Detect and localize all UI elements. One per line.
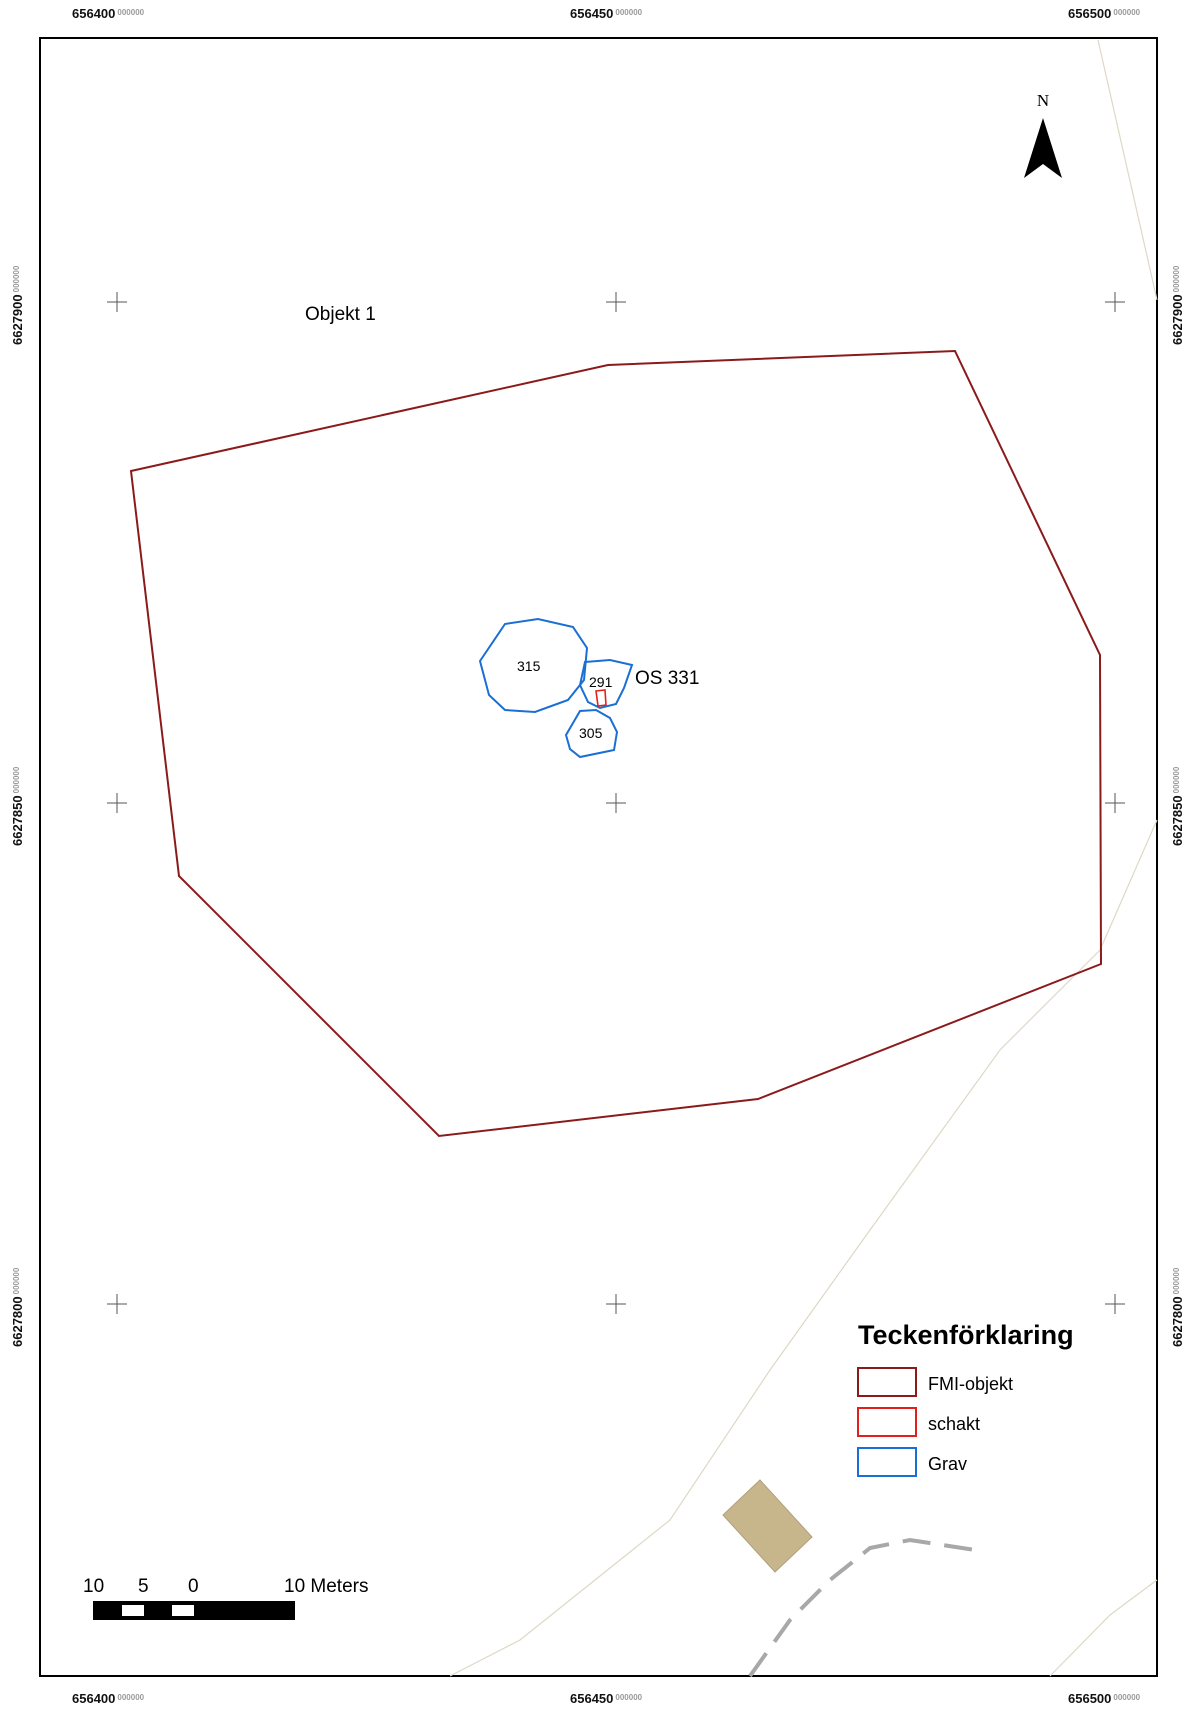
top-x-tick-656400: 656400 000000 bbox=[72, 6, 145, 21]
schakt-polygon[interactable] bbox=[595, 689, 607, 707]
legend-grav-swatch bbox=[857, 1447, 917, 1477]
right-y-tick-6627900: 6627900000000 bbox=[1170, 265, 1185, 345]
grave-291-label: 291 bbox=[589, 674, 613, 690]
grid-crosses bbox=[107, 292, 1125, 1314]
legend-schakt-label: schakt bbox=[928, 1414, 980, 1434]
legend-fmi-label: FMI-objekt bbox=[928, 1374, 1013, 1394]
right-y-tick-6627850: 6627850000000 bbox=[1170, 766, 1185, 846]
right-y-tick-6627800: 6627800000000 bbox=[1170, 1267, 1185, 1347]
left-y-tick-6627900: 6627900000000 bbox=[10, 265, 25, 345]
north-letter: N bbox=[1037, 91, 1049, 110]
scale-label-meters: 10 Meters bbox=[284, 1576, 368, 1597]
fmi-object-polygon[interactable] bbox=[129, 349, 1103, 1138]
background-lines bbox=[449, 39, 1158, 1677]
building bbox=[722, 1479, 813, 1573]
bottom-x-tick-656400: 656400 000000 bbox=[72, 1691, 145, 1706]
grave-305-polygon[interactable] bbox=[564, 708, 619, 759]
legend-title: Teckenförklaring bbox=[858, 1320, 1074, 1350]
scale-label-0: 0 bbox=[188, 1576, 199, 1597]
scale-bar-white-1 bbox=[122, 1605, 144, 1616]
road bbox=[748, 1537, 976, 1678]
legend-fmi-swatch bbox=[857, 1367, 917, 1397]
left-y-tick-6627800: 6627800000000 bbox=[10, 1267, 25, 1347]
bottom-x-tick-656450: 656450 000000 bbox=[570, 1691, 643, 1706]
north-arrow: N bbox=[1024, 91, 1062, 178]
north-arrow-icon bbox=[1024, 118, 1062, 178]
grave-315-label: 315 bbox=[517, 658, 541, 674]
left-y-tick-6627850: 6627850000000 bbox=[10, 766, 25, 846]
scale-bar: 10 5 0 10 Meters bbox=[83, 1576, 368, 1620]
scale-bar-white-2 bbox=[172, 1605, 194, 1616]
os-label: OS 331 bbox=[635, 668, 699, 689]
top-x-tick-656450: 656450 000000 bbox=[570, 6, 643, 21]
grave-305-label: 305 bbox=[579, 725, 603, 741]
scale-label-5: 5 bbox=[138, 1576, 149, 1597]
top-x-tick-656500: 656500 000000 bbox=[1068, 6, 1141, 21]
legend-schakt-swatch bbox=[857, 1407, 917, 1437]
legend-grav-label: Grav bbox=[928, 1454, 967, 1474]
map-frame bbox=[39, 37, 1158, 1677]
legend: Teckenförklaring FMI-objekt schakt Grav bbox=[857, 1320, 1074, 1477]
grave-315-polygon[interactable] bbox=[478, 617, 589, 714]
scale-label-10: 10 bbox=[83, 1576, 104, 1597]
bottom-x-tick-656500: 656500 000000 bbox=[1068, 1691, 1141, 1706]
grave-291-polygon[interactable] bbox=[578, 658, 634, 710]
object-label: Objekt 1 bbox=[305, 304, 376, 325]
